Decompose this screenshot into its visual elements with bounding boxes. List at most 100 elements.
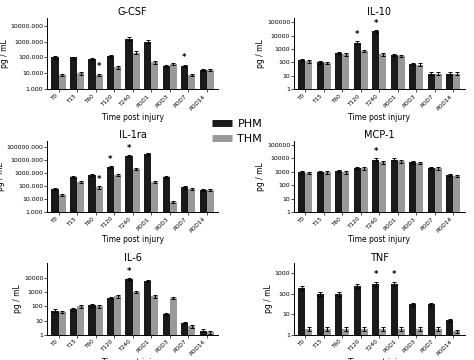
Text: *: * — [374, 19, 378, 28]
Bar — [151, 296, 158, 360]
Text: *: * — [108, 155, 113, 164]
Bar — [317, 172, 324, 360]
Bar — [144, 281, 151, 360]
Bar — [410, 64, 416, 360]
Bar — [52, 311, 58, 360]
Bar — [373, 159, 379, 360]
Bar — [398, 329, 405, 360]
Bar — [454, 176, 460, 360]
Bar — [428, 73, 435, 360]
Bar — [107, 56, 114, 360]
Bar — [133, 169, 139, 360]
Bar — [398, 161, 405, 360]
Bar — [181, 323, 188, 360]
Bar — [416, 64, 423, 360]
Bar — [114, 67, 121, 360]
Bar — [391, 55, 398, 360]
Bar — [342, 54, 349, 360]
Bar — [324, 329, 331, 360]
Bar — [151, 182, 158, 360]
Bar — [335, 171, 342, 360]
Bar — [188, 189, 195, 360]
Bar — [52, 58, 58, 360]
Text: *: * — [374, 270, 378, 279]
X-axis label: Time post injury: Time post injury — [101, 235, 164, 244]
Bar — [435, 168, 442, 360]
Bar — [70, 58, 77, 360]
Bar — [181, 66, 188, 360]
Bar — [416, 163, 423, 360]
Bar — [170, 298, 177, 360]
Bar — [170, 64, 177, 360]
Bar — [163, 66, 170, 360]
Bar — [89, 59, 96, 360]
X-axis label: Time post injury: Time post injury — [101, 358, 164, 360]
Bar — [207, 332, 214, 360]
Bar — [107, 167, 114, 360]
Bar — [181, 187, 188, 360]
Y-axis label: pg / mL: pg / mL — [264, 285, 273, 314]
Text: *: * — [127, 144, 131, 153]
Text: *: * — [97, 62, 101, 71]
Bar — [435, 73, 442, 360]
Bar — [89, 305, 96, 360]
Bar — [379, 329, 386, 360]
Bar — [126, 156, 133, 360]
Title: TNF: TNF — [370, 253, 389, 263]
Bar — [454, 73, 460, 360]
Bar — [163, 314, 170, 360]
Bar — [58, 312, 65, 360]
Bar — [70, 177, 77, 360]
Bar — [170, 202, 177, 360]
Y-axis label: pg / mL: pg / mL — [0, 39, 9, 68]
Text: *: * — [355, 31, 360, 40]
Bar — [379, 54, 386, 360]
Legend: PHM, THM: PHM, THM — [212, 119, 262, 144]
Bar — [52, 189, 58, 360]
Bar — [144, 154, 151, 360]
Bar — [379, 162, 386, 360]
Bar — [447, 73, 454, 360]
Bar — [207, 190, 214, 360]
Bar — [324, 172, 331, 360]
Bar — [58, 195, 65, 360]
Bar — [428, 305, 435, 360]
Bar — [373, 284, 379, 360]
Bar — [335, 294, 342, 360]
Bar — [373, 31, 379, 360]
Bar — [305, 173, 312, 360]
Title: G-CSF: G-CSF — [118, 7, 147, 17]
Bar — [410, 162, 416, 360]
Bar — [77, 73, 84, 360]
Bar — [200, 70, 207, 360]
Bar — [58, 75, 65, 360]
Text: *: * — [374, 148, 378, 157]
Bar — [144, 41, 151, 360]
Y-axis label: pg / mL: pg / mL — [0, 162, 5, 191]
Bar — [361, 329, 368, 360]
Bar — [163, 177, 170, 360]
Bar — [416, 329, 423, 360]
Bar — [188, 326, 195, 360]
Text: *: * — [182, 53, 187, 62]
Bar — [151, 62, 158, 360]
Bar — [298, 60, 305, 360]
X-axis label: Time post injury: Time post injury — [101, 113, 164, 122]
Bar — [335, 53, 342, 360]
Text: *: * — [97, 175, 101, 184]
Bar — [354, 168, 361, 360]
Y-axis label: pg / mL: pg / mL — [256, 162, 265, 191]
Title: IL-6: IL-6 — [124, 253, 141, 263]
Bar — [361, 168, 368, 360]
Bar — [447, 320, 454, 360]
Bar — [133, 292, 139, 360]
Bar — [454, 331, 460, 360]
Bar — [188, 75, 195, 360]
Bar — [89, 175, 96, 360]
Bar — [447, 175, 454, 360]
Bar — [435, 329, 442, 360]
X-axis label: Time post injury: Time post injury — [348, 113, 410, 122]
Bar — [410, 305, 416, 360]
Bar — [361, 51, 368, 360]
Bar — [200, 330, 207, 360]
